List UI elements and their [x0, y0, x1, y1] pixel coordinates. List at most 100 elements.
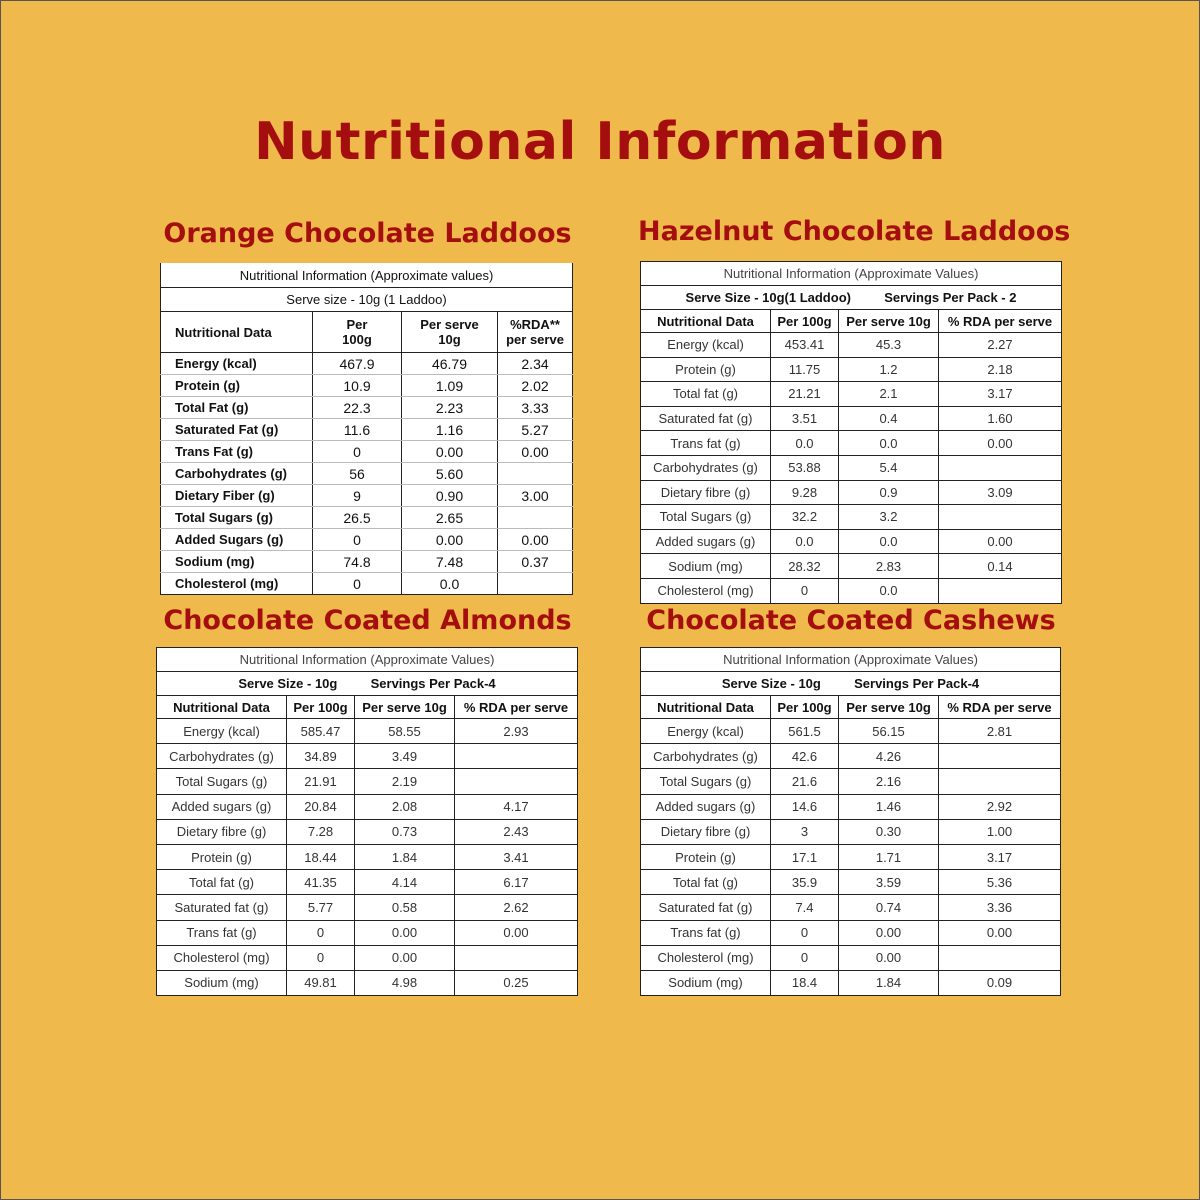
- table-caption: Nutritional Information (Approximate Val…: [155, 647, 579, 672]
- value-per-100g: 7.4: [770, 894, 839, 921]
- value-per-100g: 49.81: [286, 969, 355, 997]
- value-rda: 0.00: [937, 430, 1063, 456]
- value-per-serve: 56.15: [838, 717, 939, 745]
- value-rda: 1.60: [937, 405, 1063, 432]
- value-rda: [496, 462, 574, 485]
- value-per-serve: 4.26: [838, 743, 939, 770]
- nutrient-label: Cholesterol (mg): [156, 944, 287, 971]
- value-rda: [496, 572, 574, 595]
- value-rda: 2.81: [937, 717, 1062, 745]
- value-per-100g: 21.91: [286, 768, 355, 795]
- table-row: Added Sugars (g) 0 0.00 0.00: [160, 528, 574, 551]
- table-row: Carbohydrates (g) 34.89 3.49: [156, 743, 579, 770]
- value-per-serve: 2.08: [354, 793, 455, 820]
- table-row: Dietary fibre (g) 7.28 0.73 2.43: [156, 818, 579, 845]
- page-title: Nutritional Information: [254, 112, 946, 172]
- nutrient-label: Dietary Fiber (g): [160, 484, 313, 507]
- nutrient-label: Total fat (g): [640, 381, 771, 407]
- table-row: Trans Fat (g) 0 0.00 0.00: [160, 440, 574, 463]
- value-per-100g: 11.75: [770, 356, 839, 383]
- value-rda: 3.00: [496, 484, 574, 507]
- table-row: Cholesterol (mg) 0 0.0: [640, 577, 1063, 604]
- value-per-100g: 11.6: [312, 418, 402, 441]
- value-per-serve: 0.4: [838, 405, 939, 432]
- nutrient-label: Dietary fibre (g): [156, 818, 287, 845]
- value-rda: 3.17: [937, 843, 1062, 871]
- value-per-serve: 1.84: [838, 969, 939, 997]
- nutrient-label: Protein (g): [156, 843, 287, 871]
- table-row: Saturated Fat (g) 11.6 1.16 5.27: [160, 418, 574, 441]
- value-per-serve: 0.73: [354, 818, 455, 845]
- table-caption: Nutritional Information (Approximate Val…: [639, 647, 1062, 672]
- value-per-100g: 35.9: [770, 869, 839, 896]
- header-rda: %RDA** per serve: [496, 311, 574, 353]
- table-row: Protein (g) 18.44 1.84 3.41: [156, 843, 579, 871]
- value-per-serve: 0.00: [838, 944, 939, 971]
- value-per-100g: 42.6: [770, 743, 839, 770]
- header-nutritional-data: Nutritional Data: [156, 695, 287, 719]
- value-per-100g: 53.88: [770, 454, 839, 481]
- table-row: Carbohydrates (g) 53.88 5.4: [640, 454, 1063, 481]
- value-per-100g: 28.32: [770, 553, 839, 579]
- value-per-serve: 2.16: [838, 768, 939, 795]
- table-row: Total fat (g) 41.35 4.14 6.17: [156, 869, 579, 896]
- table-row: Total Sugars (g) 32.2 3.2: [640, 504, 1063, 530]
- table-row: Total Fat (g) 22.3 2.23 3.33: [160, 396, 574, 419]
- table-row: Energy (kcal) 467.9 46.79 2.34: [160, 352, 574, 375]
- value-per-serve: 1.16: [401, 418, 498, 441]
- nutrient-label: Saturated fat (g): [640, 405, 771, 432]
- nutrient-label: Trans fat (g): [640, 919, 771, 946]
- value-per-serve: 3.59: [838, 869, 939, 896]
- value-per-serve: 0.0: [838, 577, 939, 604]
- value-per-serve: 3.2: [838, 504, 939, 530]
- table-row: Saturated fat (g) 3.51 0.4 1.60: [640, 405, 1063, 432]
- table-row: Carbohydrates (g) 56 5.60: [160, 462, 574, 485]
- value-per-serve: 0.00: [401, 440, 498, 463]
- value-rda: 4.17: [453, 793, 579, 820]
- value-per-100g: 21.6: [770, 768, 839, 795]
- header-nutritional-data: Nutritional Data: [640, 695, 771, 719]
- table-row: Sodium (mg) 74.8 7.48 0.37: [160, 550, 574, 573]
- section-title-orange: Orange Chocolate Laddoos: [163, 218, 572, 249]
- value-per-100g: 561.5: [770, 717, 839, 745]
- serve-size: Serve Size - 10g: [721, 676, 821, 691]
- value-rda: 3.36: [937, 894, 1062, 921]
- serve-size: Serve Size - 10g(1 Laddoo): [685, 290, 851, 305]
- nutrient-label: Cholesterol (mg): [640, 577, 771, 604]
- nutrient-label: Total fat (g): [156, 869, 287, 896]
- header-per-100g: Per 100g: [770, 309, 839, 333]
- value-per-100g: 20.84: [286, 793, 355, 820]
- nutrition-table-almonds: Nutritional Information (Approximate Val…: [155, 647, 579, 997]
- value-per-100g: 0: [286, 944, 355, 971]
- table-row: Added sugars (g) 0.0 0.0 0.00: [640, 528, 1063, 555]
- nutrient-label: Trans fat (g): [640, 430, 771, 456]
- value-rda: 3.09: [937, 479, 1063, 506]
- table-row: Trans fat (g) 0 0.00 0.00: [156, 919, 579, 946]
- value-per-100g: 14.6: [770, 793, 839, 820]
- value-rda: 0.25: [453, 969, 579, 997]
- value-rda: 2.02: [496, 374, 574, 397]
- value-rda: [937, 504, 1063, 530]
- nutrient-label: Dietary fibre (g): [640, 479, 771, 506]
- value-per-serve: 0.00: [354, 944, 455, 971]
- value-per-100g: 18.4: [770, 969, 839, 997]
- nutrient-label: Dietary fibre (g): [640, 818, 771, 845]
- value-per-100g: 18.44: [286, 843, 355, 871]
- value-per-serve: 5.60: [401, 462, 498, 485]
- table-row: Total fat (g) 21.21 2.1 3.17: [640, 381, 1063, 407]
- nutrient-label: Added sugars (g): [640, 793, 771, 820]
- table-row: Protein (g) 17.1 1.71 3.17: [640, 843, 1062, 871]
- value-per-serve: 5.4: [838, 454, 939, 481]
- value-per-100g: 0: [286, 919, 355, 946]
- value-per-100g: 34.89: [286, 743, 355, 770]
- value-per-100g: 17.1: [770, 843, 839, 871]
- value-per-100g: 22.3: [312, 396, 402, 419]
- nutrient-label: Protein (g): [160, 374, 313, 397]
- table-row: Trans fat (g) 0.0 0.0 0.00: [640, 430, 1063, 456]
- table-row: Sodium (mg) 28.32 2.83 0.14: [640, 553, 1063, 579]
- table-row: Saturated fat (g) 5.77 0.58 2.62: [156, 894, 579, 921]
- value-per-serve: 2.1: [838, 381, 939, 407]
- table-row: Dietary Fiber (g) 9 0.90 3.00: [160, 484, 574, 507]
- nutrient-label: Sodium (mg): [156, 969, 287, 997]
- value-per-100g: 0.0: [770, 528, 839, 555]
